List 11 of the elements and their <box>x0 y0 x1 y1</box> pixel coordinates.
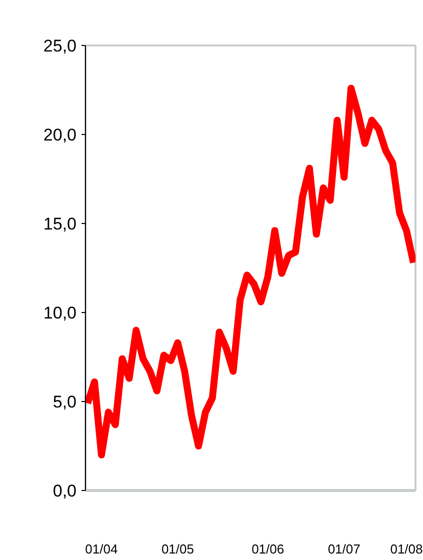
y-tick-label: 0,0 <box>52 482 77 500</box>
x-tick-label: 01/08 <box>390 542 423 556</box>
x-tick-label: 01/05 <box>161 542 194 556</box>
x-tick-label: 01/07 <box>328 542 360 556</box>
y-tick-label: 5,0 <box>52 392 77 412</box>
x-tick-label: 01/04 <box>85 542 118 556</box>
y-tick-label: 10,0 <box>43 304 77 322</box>
y-tick-label: 20,0 <box>43 126 77 144</box>
y-tick-label: 25,0 <box>43 36 77 56</box>
y-tick-label: 15,0 <box>43 214 77 234</box>
x-tick-label: 01/06 <box>252 542 284 556</box>
